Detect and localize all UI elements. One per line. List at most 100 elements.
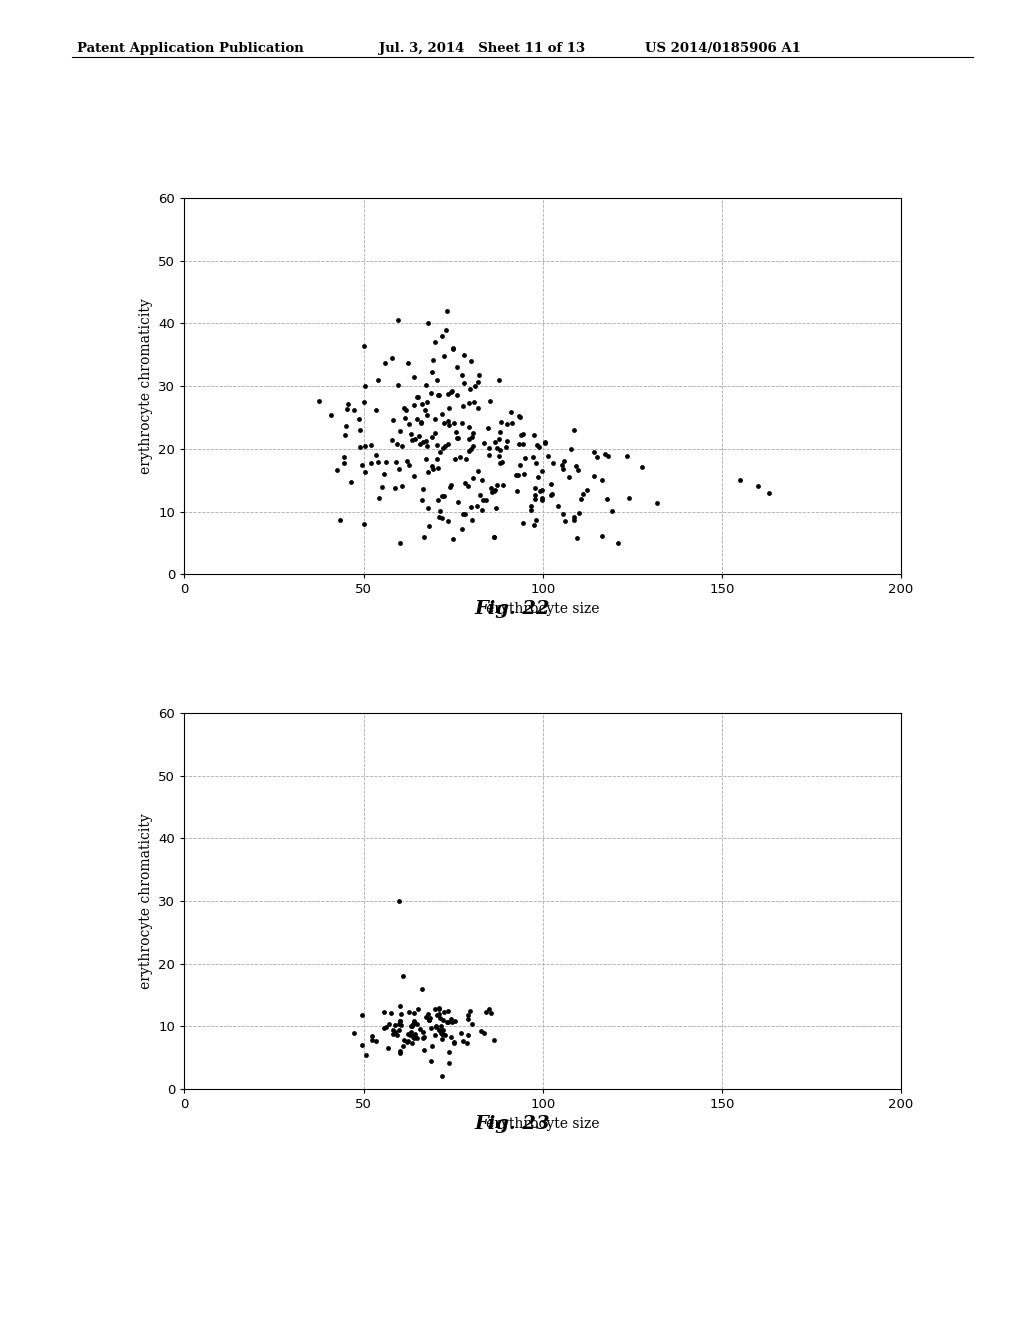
Point (649, 492, 666, 513)
Point (412, 1018, 428, 1039)
Y-axis label: erythrocyte chromaticity: erythrocyte chromaticity (139, 813, 153, 989)
Point (476, 1022, 493, 1043)
Point (543, 473, 559, 494)
Point (431, 997, 447, 1018)
Point (511, 434, 527, 455)
Point (398, 399, 415, 420)
Point (391, 1010, 408, 1031)
Point (409, 385, 425, 407)
Point (586, 441, 602, 462)
Point (460, 1024, 476, 1045)
Point (311, 391, 328, 412)
Point (337, 425, 353, 446)
Point (604, 500, 621, 521)
Point (429, 434, 445, 455)
Point (342, 471, 358, 492)
Point (406, 1002, 422, 1023)
Point (437, 1024, 454, 1045)
Point (431, 1019, 447, 1040)
Point (528, 453, 545, 474)
Point (444, 339, 461, 360)
Point (434, 326, 451, 347)
Point (530, 466, 547, 487)
Point (566, 507, 583, 528)
Point (415, 1027, 431, 1048)
Point (357, 375, 374, 396)
Point (431, 507, 447, 528)
Point (409, 1028, 425, 1049)
Point (440, 411, 457, 432)
Point (525, 425, 542, 446)
Point (470, 461, 486, 482)
Point (431, 500, 447, 521)
Point (447, 1011, 464, 1032)
Point (490, 429, 507, 450)
Point (385, 1024, 401, 1045)
Point (356, 391, 373, 412)
Point (526, 484, 543, 506)
Point (449, 384, 465, 405)
Point (346, 1023, 362, 1044)
Point (400, 1001, 417, 1022)
Point (407, 1010, 423, 1031)
Point (483, 480, 500, 502)
Point (462, 1001, 478, 1022)
Point (430, 458, 446, 479)
Point (509, 480, 525, 502)
Point (460, 1008, 476, 1030)
Point (556, 450, 572, 471)
Point (410, 999, 426, 1020)
Point (426, 998, 442, 1019)
Point (442, 477, 459, 498)
Point (464, 510, 480, 531)
Point (391, 1014, 408, 1035)
Text: Fig. 23: Fig. 23 (474, 1114, 550, 1133)
Point (589, 447, 605, 469)
Point (526, 488, 543, 510)
Point (443, 1026, 460, 1047)
Point (391, 891, 408, 912)
Point (399, 1031, 416, 1052)
Point (392, 1040, 409, 1061)
Point (429, 449, 445, 470)
Point (421, 1010, 437, 1031)
Point (441, 397, 458, 418)
Point (399, 1031, 416, 1052)
Point (436, 436, 453, 457)
Point (432, 442, 449, 463)
Point (499, 413, 515, 434)
Point (433, 1022, 450, 1043)
Point (429, 370, 445, 391)
Point (406, 395, 422, 416)
Point (439, 511, 456, 532)
Point (362, 453, 379, 474)
Point (490, 445, 507, 466)
Point (470, 397, 486, 418)
Point (414, 393, 430, 414)
Point (353, 454, 370, 475)
Point (489, 474, 506, 495)
Point (421, 516, 437, 537)
Point (485, 1030, 502, 1051)
Point (427, 422, 443, 444)
Point (345, 400, 361, 421)
Point (396, 408, 413, 429)
Point (435, 437, 452, 458)
Point (411, 425, 427, 446)
Point (336, 453, 352, 474)
Point (439, 1011, 456, 1032)
Point (439, 383, 456, 404)
Point (523, 499, 540, 520)
Point (515, 512, 531, 533)
Point (493, 453, 509, 474)
Point (554, 454, 570, 475)
Point (419, 436, 435, 457)
Point (457, 503, 473, 524)
Point (464, 1014, 480, 1035)
Y-axis label: erythrocyte chromaticity: erythrocyte chromaticity (139, 298, 153, 474)
Point (393, 436, 410, 457)
Point (365, 1026, 381, 1047)
Point (415, 478, 431, 499)
Point (634, 457, 650, 478)
Point (351, 437, 368, 458)
